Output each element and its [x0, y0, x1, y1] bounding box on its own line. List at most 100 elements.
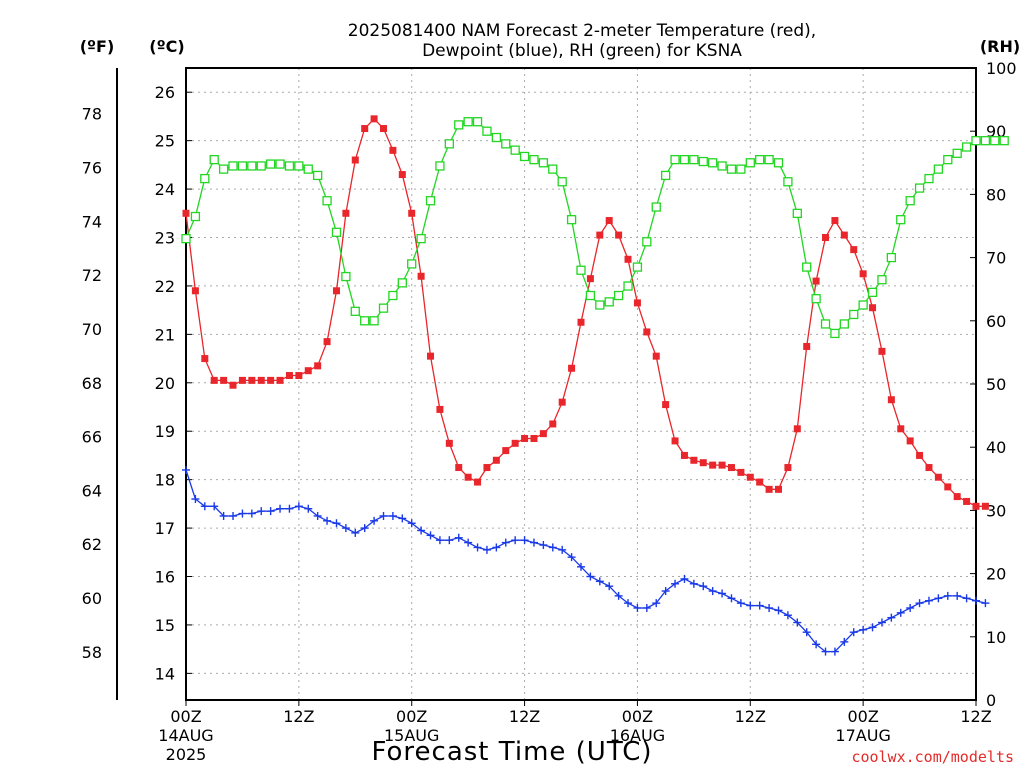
temperature-point	[351, 156, 359, 164]
fahrenheit-tick-label: 76	[82, 159, 102, 178]
temperature-point	[304, 367, 312, 375]
fahrenheit-tick-label: 78	[82, 105, 102, 124]
celsius-tick-label: 19	[155, 422, 175, 441]
rh-point	[632, 262, 643, 272]
rh-point	[322, 196, 332, 206]
rh-tick-label: 80	[986, 185, 1006, 204]
rh-point	[444, 139, 454, 149]
fahrenheit-tick-label: 58	[82, 643, 102, 662]
rh-point	[802, 262, 812, 272]
dewpoint-point	[783, 611, 792, 620]
rh-point	[755, 154, 765, 165]
temperature-point	[483, 464, 491, 472]
x-axis-title: Forecast Time (UTC)	[371, 737, 652, 767]
temperature-point	[822, 234, 830, 242]
dewpoint-point	[671, 579, 680, 588]
temperature-point	[436, 405, 444, 413]
rh-point	[472, 117, 483, 127]
temperature-point	[445, 439, 453, 447]
temperature-series	[182, 115, 989, 510]
temperature-point	[878, 347, 886, 355]
rh-point	[585, 290, 596, 301]
rh-point	[576, 265, 586, 275]
dewpoint-point	[577, 562, 585, 571]
plot-frame	[185, 67, 977, 701]
rh-point	[943, 154, 953, 165]
dewpoint-point	[680, 574, 689, 583]
dewpoint-point	[210, 502, 219, 511]
temperature-point	[934, 473, 942, 481]
x-tick-date-label: 16AUG	[610, 726, 665, 745]
temperature-point	[916, 451, 924, 459]
temperature-point	[680, 451, 688, 459]
x-tick-label: 12Z	[960, 707, 991, 726]
celsius-tick-label: 22	[155, 277, 175, 296]
temperature-point	[210, 376, 218, 384]
temperature-point	[398, 171, 406, 179]
rh-point	[378, 303, 389, 313]
dewpoint-point	[699, 582, 708, 591]
dewpoint-point	[360, 524, 369, 533]
temperature-point	[361, 125, 369, 133]
dewpoint-point	[605, 582, 614, 591]
dewpoint-point	[332, 519, 341, 528]
dewpoint-point	[379, 511, 388, 520]
temperature-point	[342, 209, 350, 217]
rh-point	[745, 158, 755, 168]
temperature-point	[276, 376, 284, 384]
temperature-point	[812, 277, 820, 285]
dewpoint-point	[567, 553, 576, 562]
temperature-point	[182, 209, 190, 217]
temperature-point	[765, 485, 773, 493]
temperature-point	[267, 376, 275, 384]
celsius-tick-label: 26	[155, 83, 175, 102]
temperature-point	[474, 478, 482, 486]
rh-point	[830, 328, 840, 339]
rh-point	[858, 300, 868, 310]
rh-point	[905, 196, 915, 206]
temperature-point	[596, 231, 604, 239]
dewpoint-point	[426, 531, 435, 540]
dewpoint-point	[981, 599, 990, 608]
temperature-point	[775, 485, 782, 493]
rh-tick-label: 100	[986, 59, 1017, 78]
rh-point	[538, 158, 549, 168]
temperature-point	[539, 430, 547, 438]
dewpoint-point	[247, 509, 256, 518]
temperature-point	[925, 464, 933, 472]
dewpoint-point	[323, 516, 332, 525]
rh-point	[623, 281, 633, 291]
temperature-point	[389, 146, 397, 154]
temperature-point	[530, 434, 538, 442]
rh-point	[849, 309, 859, 320]
dewpoint-point	[633, 603, 642, 612]
celsius-tick-label: 15	[155, 616, 175, 635]
rh-point	[613, 290, 624, 301]
dewpoint-point	[689, 579, 698, 588]
dewpoint-point	[464, 538, 473, 547]
rh-point	[689, 154, 699, 165]
rh-tick-label: 60	[986, 312, 1006, 331]
rh-tick-label: 20	[986, 565, 1006, 584]
rh-point	[726, 164, 737, 174]
dewpoint-point	[877, 618, 886, 627]
temperature-point	[897, 425, 905, 433]
dewpoint-point	[294, 502, 303, 511]
temperature-point	[850, 246, 858, 254]
rh-point	[284, 161, 295, 171]
temperature-point	[370, 115, 378, 123]
dewpoint-point	[511, 536, 520, 545]
temperature-point	[972, 502, 980, 510]
temperature-point	[756, 478, 764, 486]
temperature-point	[191, 287, 199, 295]
dewpoint-point	[191, 495, 200, 504]
dewpoint-point	[454, 533, 463, 542]
celsius-tick-label: 18	[155, 471, 175, 490]
rh-line	[185, 121, 1005, 335]
axes-labels: 1415161718192021222324252600Z14AUG202512…	[82, 59, 1017, 764]
rh-point	[510, 145, 520, 155]
rh-point	[886, 252, 897, 263]
dewpoint-point	[388, 511, 397, 520]
x-tick-label: 00Z	[847, 707, 878, 726]
temperature-point	[332, 287, 340, 295]
